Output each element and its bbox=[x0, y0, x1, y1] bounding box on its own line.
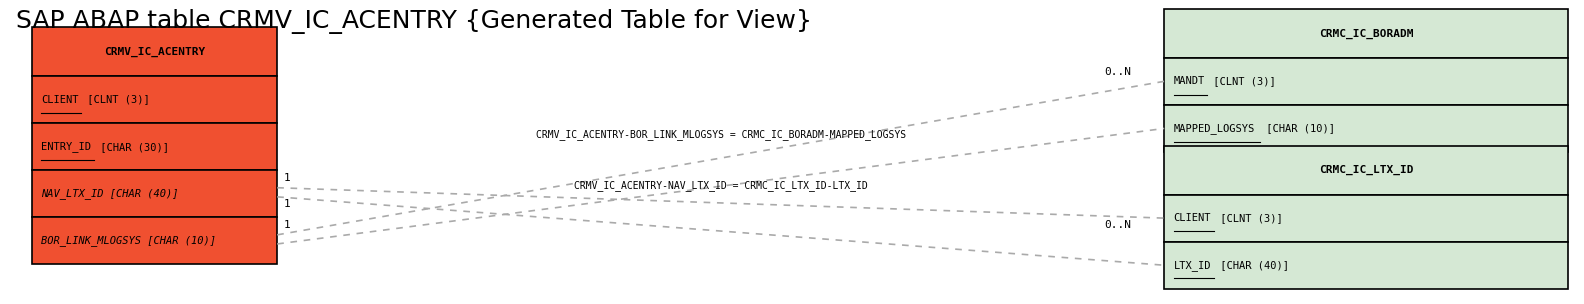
Bar bbox=[1164, 9, 1568, 58]
Text: MAPPED_LOGSYS: MAPPED_LOGSYS bbox=[1174, 123, 1255, 134]
Bar bbox=[1164, 195, 1568, 242]
Bar bbox=[32, 170, 277, 217]
Bar bbox=[32, 27, 277, 76]
Text: [CHAR (10)]: [CHAR (10)] bbox=[1261, 123, 1335, 133]
Text: CRMV_IC_ACENTRY: CRMV_IC_ACENTRY bbox=[105, 47, 204, 57]
Text: CLIENT: CLIENT bbox=[1174, 213, 1212, 223]
Text: [CLNT (3)]: [CLNT (3)] bbox=[1213, 213, 1283, 223]
Text: 1: 1 bbox=[284, 173, 290, 183]
Text: 1: 1 bbox=[284, 220, 290, 230]
Text: MANDT: MANDT bbox=[1174, 76, 1205, 86]
Text: CRMC_IC_BORADM: CRMC_IC_BORADM bbox=[1319, 28, 1413, 39]
Bar bbox=[1164, 105, 1568, 152]
Text: NAV_LTX_ID [CHAR (40)]: NAV_LTX_ID [CHAR (40)] bbox=[41, 188, 179, 199]
Text: CRMV_IC_ACENTRY-NAV_LTX_ID = CRMC_IC_LTX_ID-LTX_ID: CRMV_IC_ACENTRY-NAV_LTX_ID = CRMC_IC_LTX… bbox=[573, 180, 868, 191]
Bar bbox=[32, 76, 277, 123]
Text: CRMV_IC_ACENTRY-BOR_LINK_MLOGSYS = CRMC_IC_BORADM-MAPPED_LOGSYS: CRMV_IC_ACENTRY-BOR_LINK_MLOGSYS = CRMC_… bbox=[535, 129, 906, 140]
Text: CLIENT: CLIENT bbox=[41, 95, 79, 105]
Bar bbox=[32, 217, 277, 264]
Text: 0..N: 0..N bbox=[1104, 67, 1131, 77]
Text: 1: 1 bbox=[284, 199, 290, 209]
Text: SAP ABAP table CRMV_IC_ACENTRY {Generated Table for View}: SAP ABAP table CRMV_IC_ACENTRY {Generate… bbox=[16, 9, 813, 34]
Text: [CHAR (30)]: [CHAR (30)] bbox=[95, 142, 169, 152]
Text: CRMC_IC_LTX_ID: CRMC_IC_LTX_ID bbox=[1319, 165, 1413, 175]
Bar bbox=[1164, 242, 1568, 289]
Bar bbox=[1164, 146, 1568, 195]
Text: [CLNT (3)]: [CLNT (3)] bbox=[81, 95, 150, 105]
Text: [CLNT (3)]: [CLNT (3)] bbox=[1207, 76, 1275, 86]
Text: 0..N: 0..N bbox=[1104, 220, 1131, 230]
Text: ENTRY_ID: ENTRY_ID bbox=[41, 141, 92, 152]
Text: LTX_ID: LTX_ID bbox=[1174, 260, 1212, 271]
Bar bbox=[32, 123, 277, 170]
Bar bbox=[1164, 58, 1568, 105]
Text: [CHAR (40)]: [CHAR (40)] bbox=[1213, 260, 1289, 270]
Text: BOR_LINK_MLOGSYS [CHAR (10)]: BOR_LINK_MLOGSYS [CHAR (10)] bbox=[41, 236, 215, 246]
